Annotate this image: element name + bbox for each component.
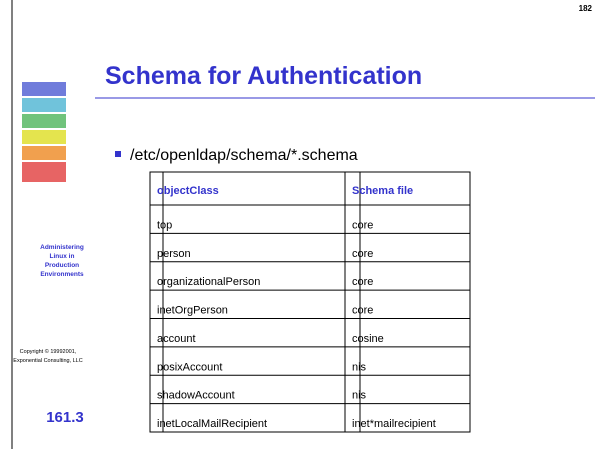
table-cell: core [352, 305, 373, 317]
table-cell: account [157, 333, 196, 345]
course-line: Linux in [50, 253, 75, 260]
section-number: 161.3 [46, 409, 84, 426]
table-cell: posixAccount [157, 361, 222, 373]
table-cell: inetLocalMailRecipient [157, 418, 267, 430]
column-header: objectClass [157, 185, 219, 197]
table-cell: top [157, 219, 172, 231]
table-border [149, 171, 471, 433]
course-line: Production [45, 262, 79, 269]
bullet-marker [115, 151, 121, 157]
table-cell: person [157, 248, 191, 260]
table-cell: core [352, 219, 373, 231]
title: Schema for Authentication [105, 62, 422, 90]
copyright-line: Copyright © 19992001, [20, 348, 77, 355]
course-line: Environments [40, 271, 84, 278]
table-cell: inet*mailrecipient [352, 418, 436, 430]
page-number: 182 [579, 4, 593, 13]
table-cell: nis [352, 361, 367, 373]
logo-pattern [22, 82, 66, 182]
table-cell: cosine [352, 333, 384, 345]
copyright-line: Exponential Consulting, LLC [13, 358, 82, 364]
table-cell: nis [352, 390, 367, 402]
table-cell: core [352, 248, 373, 260]
table-cell: inetOrgPerson [157, 305, 228, 317]
table-cell: shadowAccount [157, 390, 235, 402]
table-cell: core [352, 276, 373, 288]
bullet-text: /etc/openldap/schema/*.schema [130, 147, 358, 164]
course-line: Administering [40, 244, 84, 251]
column-header: Schema file [352, 185, 413, 197]
table-cell: organizationalPerson [157, 276, 260, 288]
